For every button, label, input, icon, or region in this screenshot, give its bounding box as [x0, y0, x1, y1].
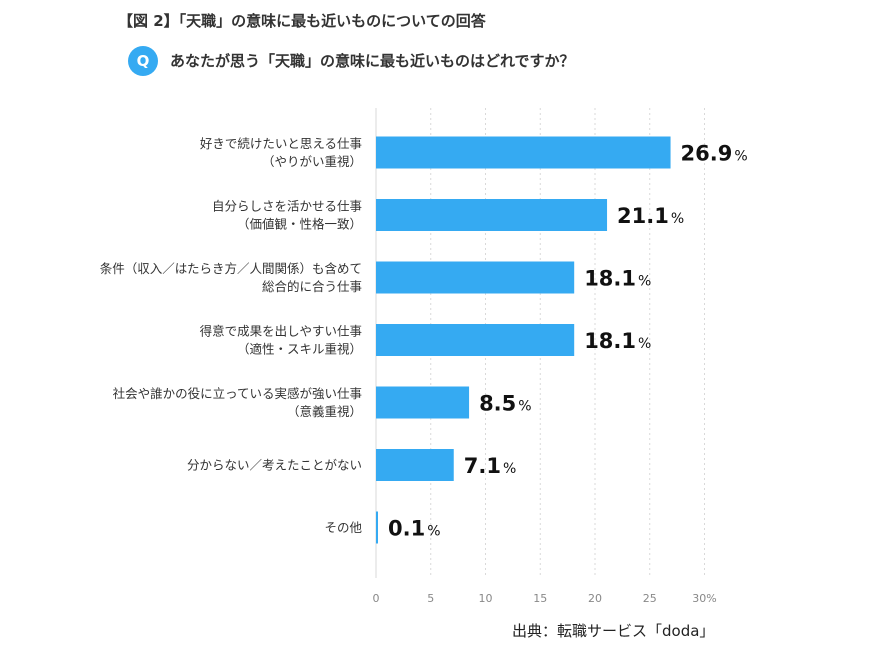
x-tick-label: 10 — [479, 592, 493, 605]
value-label: 26.9% — [681, 142, 748, 166]
x-tick-label: 20 — [588, 592, 602, 605]
value-label: 8.5% — [479, 392, 532, 416]
chart-title: 【図 2】「天職」の意味に最も近いものについての回答 — [118, 12, 486, 30]
value-label: 7.1% — [464, 454, 517, 478]
source-credit: 出典：転職サービス「doda」 — [512, 622, 715, 640]
x-tick-label: 15 — [533, 592, 547, 605]
bar — [376, 324, 575, 356]
category-label: その他 — [324, 520, 362, 535]
bar — [376, 261, 575, 294]
category-label: 社会や誰かの役に立っている実感が強い仕事（意義重視） — [113, 386, 362, 419]
bar — [376, 199, 608, 231]
bar — [376, 449, 454, 481]
bar — [376, 136, 671, 169]
value-label: 21.1% — [617, 204, 684, 228]
question-text: あなたが思う「天職」の意味に最も近いものはどれですか？ — [170, 52, 575, 70]
question-badge-icon: Q — [128, 46, 158, 76]
x-tick-label: 25 — [643, 592, 657, 605]
category-label: 得意で成果を出しやすい仕事（適性・スキル重視） — [200, 324, 362, 357]
x-tick-label: 30% — [692, 592, 716, 605]
value-label: 18.1% — [584, 329, 651, 353]
x-tick-label: 5 — [427, 592, 434, 605]
category-label: 好きで続けたいと思える仕事（やりがい重視） — [200, 136, 362, 169]
x-tick-label: 0 — [373, 592, 380, 605]
category-label: 条件（収入／はたらき方／人間関係）も含めて総合的に合う仕事 — [100, 261, 362, 294]
category-label: 分からない／考えたことがない — [187, 458, 362, 473]
bar — [376, 386, 470, 419]
bar — [376, 511, 378, 544]
value-label: 0.1% — [388, 517, 441, 541]
category-label: 自分らしさを活かせる仕事（価値観・性格一致） — [212, 199, 362, 232]
value-label: 18.1% — [584, 267, 651, 291]
